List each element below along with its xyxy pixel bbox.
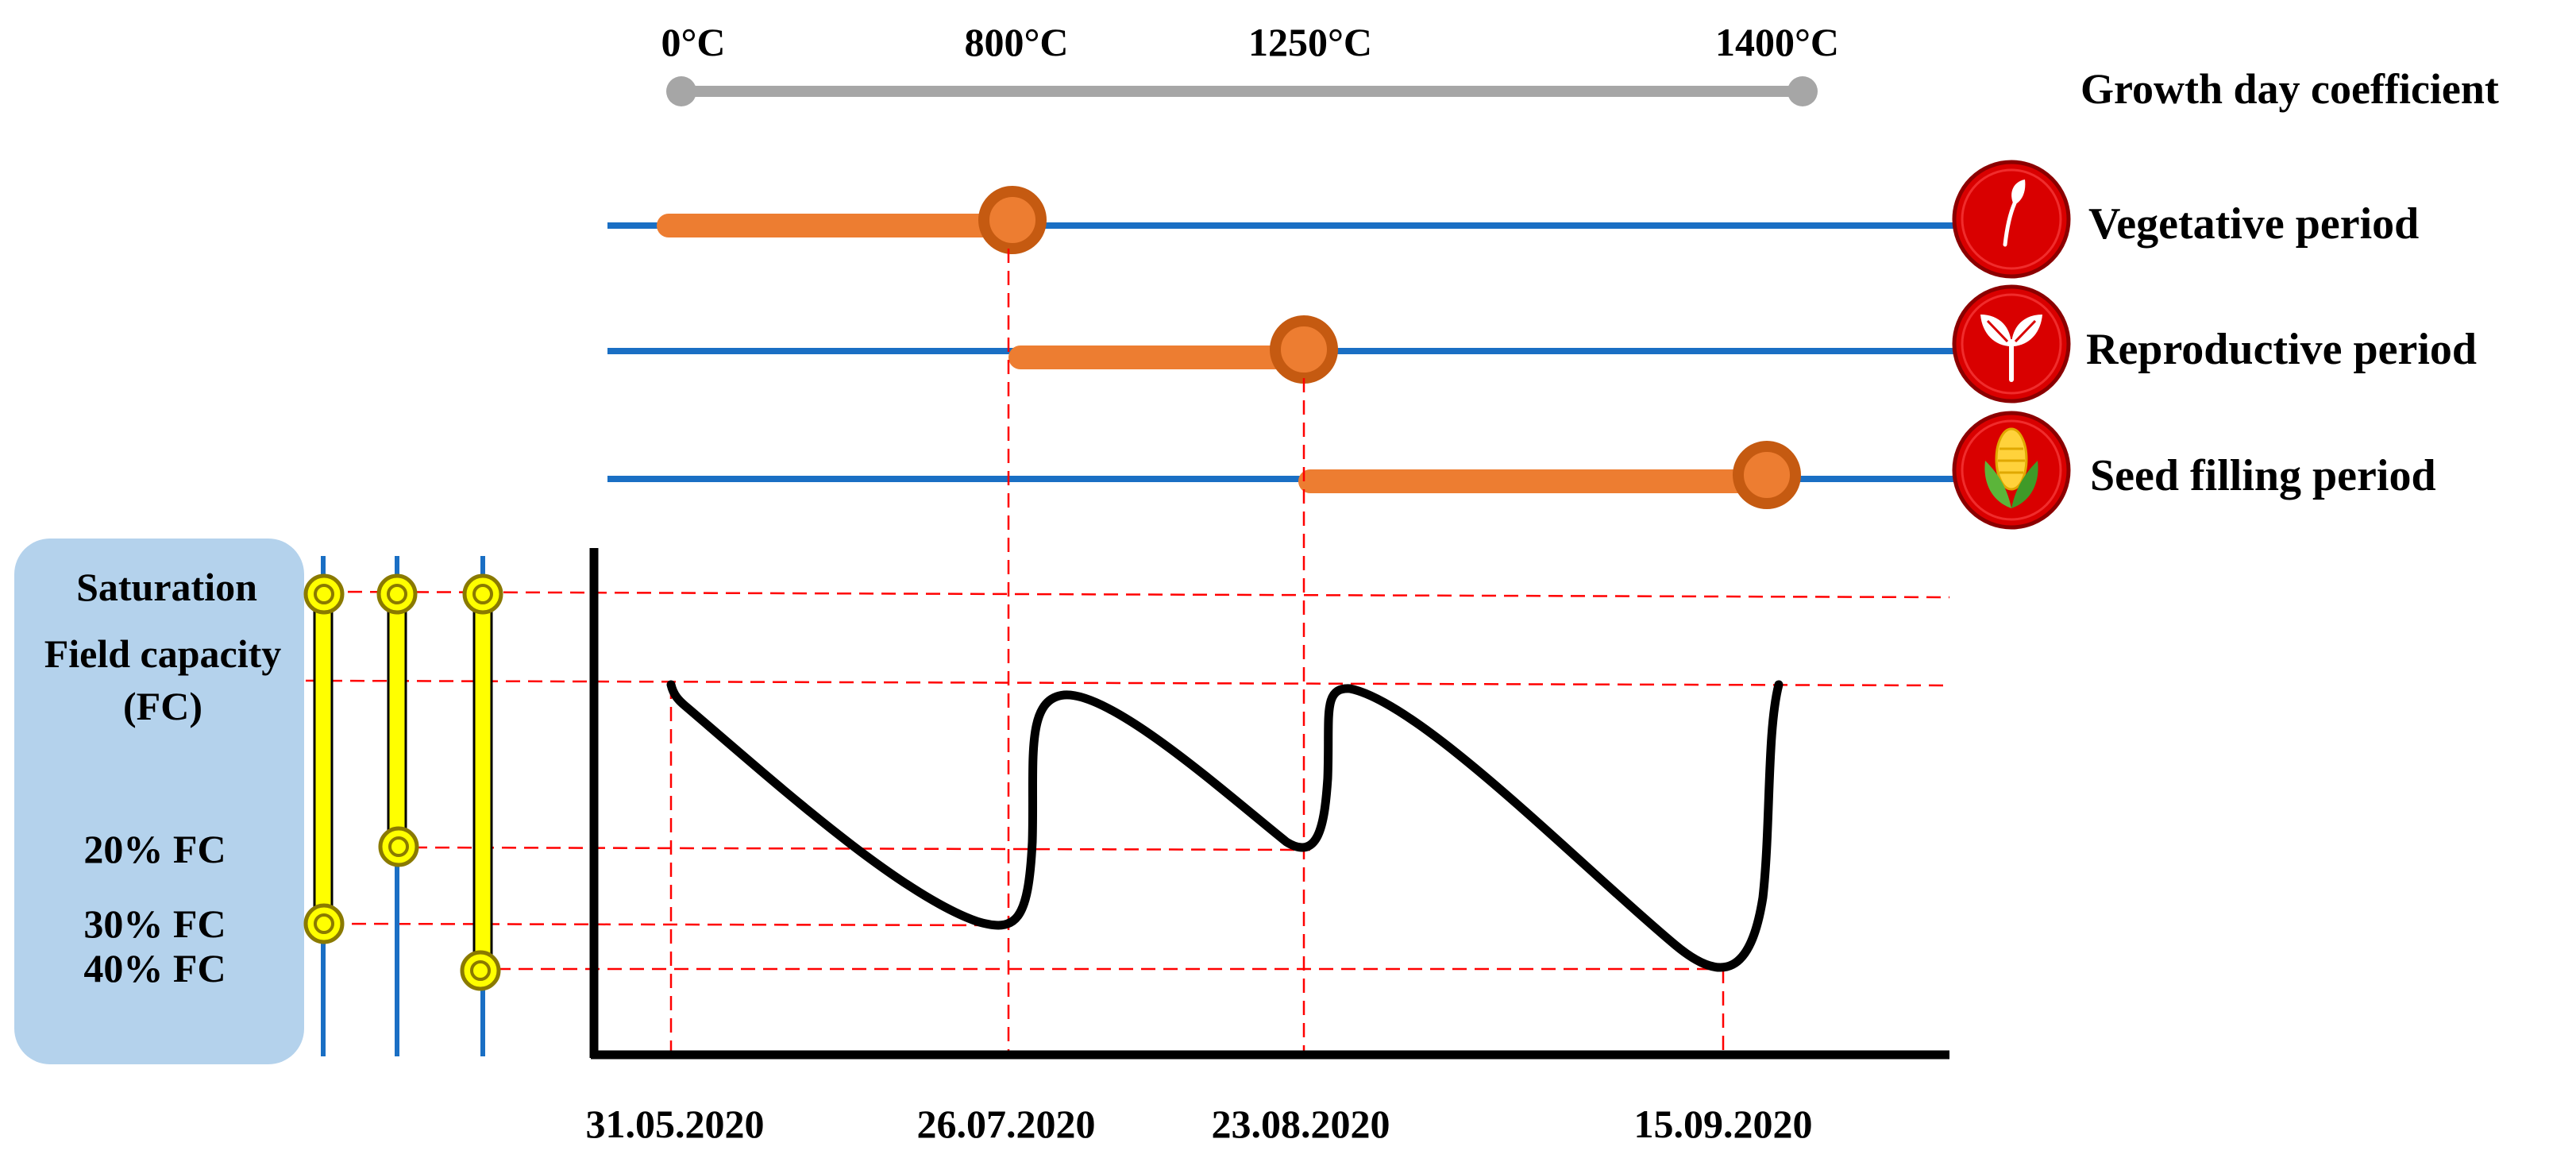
sprout-icon xyxy=(1952,160,2071,279)
date-label-4: 15.09.2020 xyxy=(1634,1102,1813,1146)
field-capacity-label: Field capacity xyxy=(44,631,282,676)
temp-tick-1250: 1250°C xyxy=(1248,20,1372,64)
gauge-30fc xyxy=(303,556,345,1056)
guide-saturation xyxy=(325,590,1950,599)
guide-field-capacity xyxy=(305,679,1950,687)
gauge-40fc xyxy=(460,556,503,1056)
seed-filling-end-marker xyxy=(1733,441,1801,509)
fc40-label: 40% FC xyxy=(83,946,226,990)
moisture-guides xyxy=(305,590,1950,971)
temperature-scale-end-dot xyxy=(1787,76,1818,106)
fc30-label: 30% FC xyxy=(83,901,226,946)
moisture-label-box: Saturation Field capacity (FC) 20% FC 30… xyxy=(14,539,304,1064)
date-labels: 31.05.2020 26.07.2020 23.08.2020 15.09.2… xyxy=(586,1102,1813,1146)
seed-filling-period-label: Seed filling period xyxy=(2090,451,2436,500)
reproductive-end-marker xyxy=(1270,315,1338,384)
date-label-2: 26.07.2020 xyxy=(917,1102,1096,1146)
moisture-chart-axes xyxy=(589,548,1949,1060)
period-legend: Vegetative period Reproductive period Se… xyxy=(1952,160,2477,530)
date-label-1: 31.05.2020 xyxy=(586,1102,765,1146)
temp-tick-0: 0°C xyxy=(661,20,725,64)
gauge-20fc xyxy=(376,556,419,1056)
temperature-scale: 0°C 800°C 1250°C 1400°C Growth day coeff… xyxy=(661,20,2498,113)
date-label-3: 23.08.2020 xyxy=(1212,1102,1390,1146)
growth-day-coefficient-title: Growth day coefficient xyxy=(2080,65,2499,113)
moisture-label-panel xyxy=(14,539,304,1064)
temperature-scale-start-dot xyxy=(666,76,696,106)
reproductive-period-label: Reproductive period xyxy=(2086,325,2477,374)
corn-cob-icon xyxy=(1952,411,2071,530)
vegetative-end-marker xyxy=(978,186,1047,254)
period-guides xyxy=(669,249,1725,1052)
vegetative-period-label: Vegetative period xyxy=(2088,199,2419,249)
guide-30fc xyxy=(329,922,1009,927)
saturation-label: Saturation xyxy=(76,565,257,609)
two-leaf-seedling-icon xyxy=(1952,284,2071,403)
moisture-gauges xyxy=(303,556,503,1056)
temp-tick-800: 800°C xyxy=(964,20,1068,64)
field-capacity-abbr-label: (FC) xyxy=(123,684,202,728)
period-timelines xyxy=(607,186,1953,509)
temp-tick-1400: 1400°C xyxy=(1715,20,1839,64)
soil-moisture-curve xyxy=(666,680,1784,972)
fc20-label: 20% FC xyxy=(83,827,226,871)
